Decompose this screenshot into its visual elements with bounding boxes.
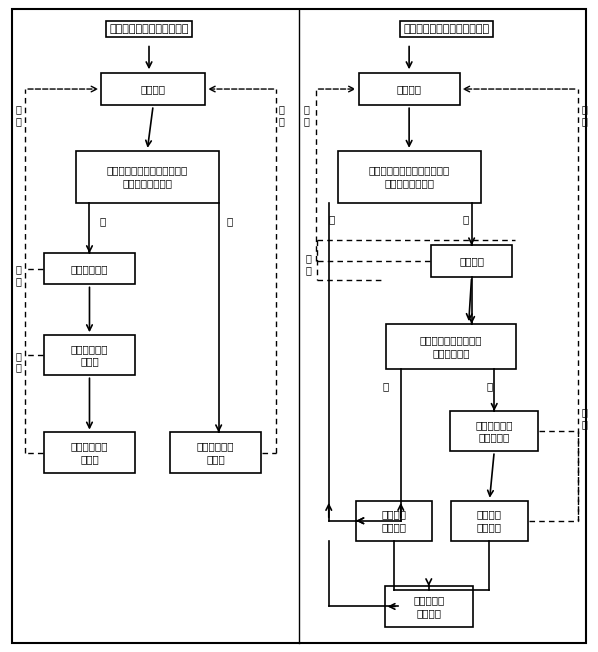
Text: 创建公制幕墙
嵌板族: 创建公制幕墙 嵌板族 xyxy=(71,344,108,366)
Bar xyxy=(44,432,135,473)
Bar xyxy=(101,73,205,105)
Text: 导
入: 导 入 xyxy=(582,104,588,126)
Bar xyxy=(431,246,512,276)
Text: 若平面幕墙板块为非矩形板块: 若平面幕墙板块为非矩形板块 xyxy=(404,24,490,35)
Text: 组
合: 组 合 xyxy=(15,351,21,372)
Text: 否: 否 xyxy=(226,216,233,226)
Text: 否: 否 xyxy=(329,214,335,224)
Text: 是: 是 xyxy=(99,216,106,226)
Text: 导
入: 导 入 xyxy=(15,104,21,126)
Bar xyxy=(386,324,515,370)
Bar xyxy=(76,151,219,203)
Bar xyxy=(338,151,481,203)
Bar xyxy=(450,411,538,451)
Text: 是: 是 xyxy=(462,214,469,224)
Text: 创建体量: 创建体量 xyxy=(459,256,484,266)
Text: 项目模型: 项目模型 xyxy=(396,84,422,94)
Text: 判断幕墙组成单元的构件是否
跟随面板同步变化: 判断幕墙组成单元的构件是否 跟随面板同步变化 xyxy=(368,165,450,188)
Text: 创建公制常
规模型族: 创建公制常 规模型族 xyxy=(413,595,444,618)
Text: 若平面幕墙板块为矩形板块: 若平面幕墙板块为矩形板块 xyxy=(109,24,189,35)
Text: 填
充: 填 充 xyxy=(582,408,588,429)
Text: 给定创建
自适应族: 给定创建 自适应族 xyxy=(477,509,502,532)
Text: 填
充: 填 充 xyxy=(15,265,21,286)
Text: 填
充: 填 充 xyxy=(305,254,311,275)
Text: 项目模型: 项目模型 xyxy=(141,84,166,94)
Bar xyxy=(451,501,527,541)
Bar xyxy=(44,335,135,376)
Bar xyxy=(359,73,460,105)
Text: 填
充: 填 充 xyxy=(278,104,284,126)
Text: 判断幕墙板块是否大面
积的规则变化: 判断幕墙板块是否大面 积的规则变化 xyxy=(420,335,482,358)
Text: 是: 是 xyxy=(486,381,493,391)
Text: 填
充: 填 充 xyxy=(304,104,310,126)
Text: 创建幕墙系统: 创建幕墙系统 xyxy=(71,264,108,274)
Bar xyxy=(385,586,473,627)
Text: 给定创建幕墙
填充图案族: 给定创建幕墙 填充图案族 xyxy=(475,420,513,443)
Text: 创建公制常规
模型族: 创建公制常规 模型族 xyxy=(71,441,108,464)
Bar xyxy=(44,253,135,284)
Text: 创建公制常规
模型族: 创建公制常规 模型族 xyxy=(197,441,234,464)
Bar xyxy=(170,432,261,473)
Text: 判断幕墙组成单元的构件是否
跟随面板同步变化: 判断幕墙组成单元的构件是否 跟随面板同步变化 xyxy=(106,165,188,188)
Text: 自行创建
自适应族: 自行创建 自适应族 xyxy=(382,509,407,532)
Bar xyxy=(356,501,432,541)
Text: 否: 否 xyxy=(383,381,389,391)
